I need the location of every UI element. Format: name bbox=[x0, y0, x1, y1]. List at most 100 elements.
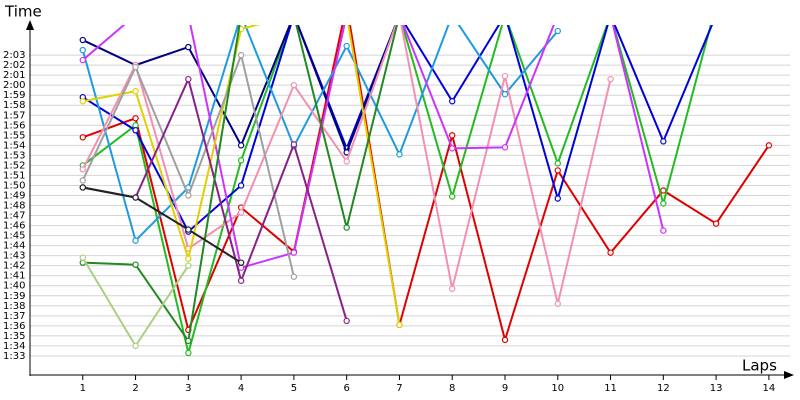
series-line bbox=[82, 25, 398, 344]
y-tick-label: 1:42 bbox=[3, 261, 25, 272]
y-tick-label: 1:54 bbox=[3, 140, 25, 151]
data-point bbox=[608, 12, 613, 17]
data-point bbox=[397, 12, 402, 17]
data-point bbox=[132, 194, 139, 201]
data-point bbox=[343, 42, 350, 50]
data-point bbox=[501, 72, 509, 80]
data-point bbox=[608, 12, 613, 17]
data-point bbox=[554, 195, 561, 202]
y-tick-label: 1:56 bbox=[3, 120, 25, 131]
y-tick-label: 1:57 bbox=[3, 110, 25, 121]
data-point bbox=[449, 285, 456, 292]
data-point bbox=[290, 249, 298, 256]
x-axis-arrow bbox=[784, 371, 794, 379]
data-point bbox=[344, 12, 349, 17]
data-point bbox=[132, 115, 139, 122]
y-tick-label: 1:41 bbox=[3, 271, 25, 282]
data-point bbox=[185, 43, 192, 51]
y-tick-label: 2:00 bbox=[3, 80, 25, 91]
data-point bbox=[397, 12, 402, 17]
data-point bbox=[291, 12, 296, 17]
data-point bbox=[239, 12, 244, 17]
data-point bbox=[660, 200, 667, 207]
data-point bbox=[79, 177, 86, 184]
data-point bbox=[291, 12, 296, 17]
data-point bbox=[290, 141, 298, 148]
x-tick-label: 14 bbox=[763, 383, 776, 394]
y-tick-label: 1:53 bbox=[3, 150, 25, 161]
data-point bbox=[397, 12, 402, 17]
y-tick-label: 2:03 bbox=[3, 50, 25, 61]
y-tick-label: 1:52 bbox=[3, 160, 25, 171]
data-point bbox=[607, 75, 614, 83]
data-point bbox=[608, 12, 613, 17]
data-point bbox=[396, 151, 403, 158]
y-tick-label: 1:34 bbox=[3, 341, 25, 352]
y-tick-label: 1:37 bbox=[3, 311, 25, 322]
data-point bbox=[449, 98, 456, 105]
y-tick-label: 2:01 bbox=[3, 70, 25, 81]
data-point bbox=[79, 36, 86, 44]
y-tick-label: 1:49 bbox=[3, 190, 25, 201]
x-tick-label: 5 bbox=[291, 383, 297, 394]
data-point bbox=[397, 12, 402, 17]
data-point bbox=[185, 192, 192, 199]
data-point bbox=[132, 261, 139, 268]
data-point bbox=[714, 2, 719, 7]
data-point bbox=[397, 12, 402, 17]
y-axis-title: Time bbox=[4, 3, 42, 21]
y-tick-label: 1:50 bbox=[3, 180, 25, 191]
data-point bbox=[133, 12, 138, 17]
data-point bbox=[554, 167, 561, 174]
data-point bbox=[185, 226, 192, 233]
data-point bbox=[185, 255, 192, 262]
y-tick-label: 2:02 bbox=[3, 60, 25, 71]
data-point bbox=[396, 321, 403, 329]
plot-area bbox=[79, 2, 773, 357]
y-tick-label: 1:58 bbox=[3, 100, 25, 111]
data-point bbox=[79, 134, 86, 141]
data-point bbox=[186, 12, 191, 17]
x-tick-label: 6 bbox=[343, 383, 349, 394]
data-point bbox=[344, 12, 349, 17]
data-point bbox=[185, 349, 192, 357]
series-line bbox=[82, 186, 242, 264]
x-tick-label: 11 bbox=[604, 383, 617, 394]
y-tick-label: 1:55 bbox=[3, 130, 25, 141]
data-point bbox=[79, 56, 86, 64]
data-point bbox=[449, 193, 456, 200]
x-axis-title: Laps bbox=[742, 357, 777, 375]
y-tick-label: 1:51 bbox=[3, 170, 25, 181]
data-point bbox=[79, 46, 86, 54]
data-point bbox=[132, 342, 139, 350]
data-point bbox=[501, 90, 509, 98]
x-tick-label: 7 bbox=[396, 383, 402, 394]
x-tick-label: 2 bbox=[132, 383, 138, 394]
data-point bbox=[343, 158, 350, 165]
series-line bbox=[82, 25, 770, 344]
data-point bbox=[79, 184, 86, 191]
data-point bbox=[185, 337, 192, 345]
data-point bbox=[291, 12, 296, 17]
data-point bbox=[449, 132, 456, 139]
data-point bbox=[237, 259, 245, 266]
data-point bbox=[502, 12, 507, 17]
data-point bbox=[501, 336, 509, 344]
data-point bbox=[79, 254, 86, 261]
data-point bbox=[397, 12, 402, 17]
data-point bbox=[132, 63, 139, 71]
data-point bbox=[660, 138, 667, 145]
x-tick-label: 13 bbox=[710, 383, 723, 394]
data-point bbox=[714, 12, 719, 17]
data-point bbox=[765, 142, 773, 149]
data-point bbox=[607, 249, 614, 256]
data-point bbox=[132, 127, 139, 134]
y-tick-label: 1:35 bbox=[3, 331, 25, 342]
x-tick-label: 9 bbox=[502, 383, 508, 394]
x-tick-label: 3 bbox=[185, 383, 191, 394]
y-tick-label: 1:33 bbox=[3, 351, 25, 362]
y-tick-label: 1:38 bbox=[3, 301, 25, 312]
y-tick-label: 1:43 bbox=[3, 251, 25, 262]
data-point bbox=[344, 2, 349, 7]
